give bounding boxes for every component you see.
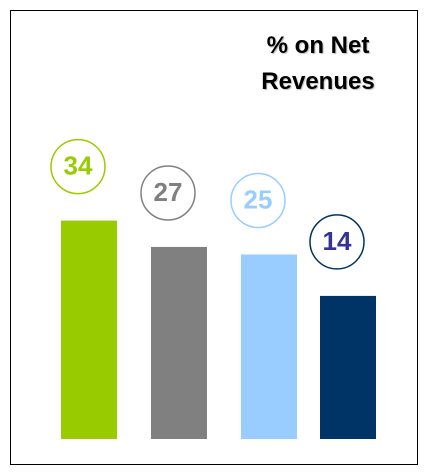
value-badge [50,138,106,195]
value-badge [309,214,365,270]
bar [320,295,376,439]
data-label: 14 [323,226,352,256]
bar [151,246,207,439]
data-label: 25 [244,184,273,214]
bar [241,254,297,439]
data-label: 27 [154,177,183,207]
frame [10,10,418,465]
bar [61,220,117,439]
chart-title: % on Net Revenues [261,32,375,95]
value-badge [230,172,286,229]
data-label: 34 [64,150,93,180]
value-badge [140,165,196,221]
